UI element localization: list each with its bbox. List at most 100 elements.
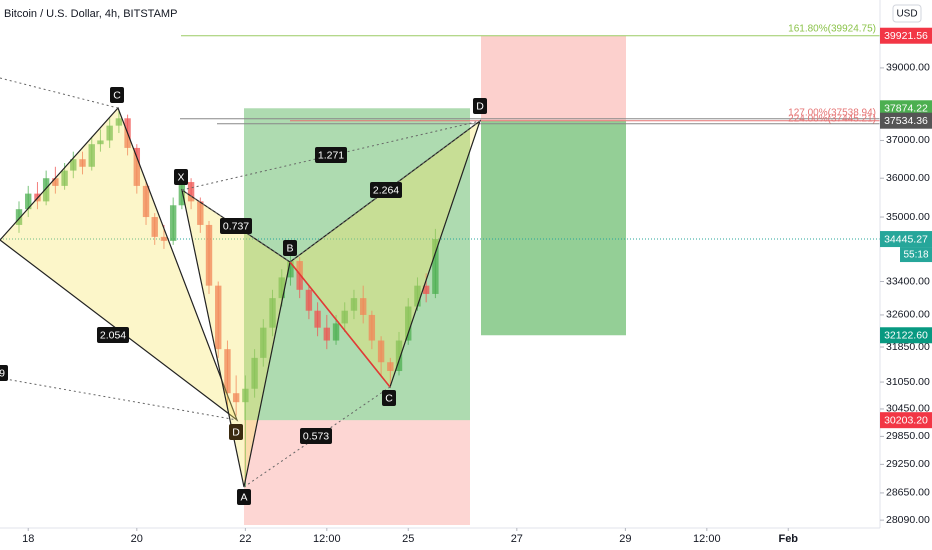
ratio-label: 0.573 [303, 430, 329, 442]
price-tag-label: 37874.22 [884, 103, 928, 115]
y-tick-label: 29850.00 [886, 430, 930, 442]
candle-body [187, 182, 195, 202]
point-label: B [286, 242, 293, 254]
ratio-label: 2.264 [373, 184, 399, 196]
candle-body [323, 327, 331, 341]
point-box [110, 87, 124, 103]
candle-body [350, 298, 358, 311]
short-target-zone [481, 120, 626, 336]
y-tick-label: 36000.00 [886, 172, 930, 184]
point-label: X [177, 171, 184, 183]
x-tick-label: 12:00 [313, 533, 341, 545]
y-tick-label: 32600.00 [886, 309, 930, 321]
candle-body [395, 340, 403, 372]
candle-body [42, 178, 50, 202]
point-box [174, 169, 188, 185]
candle-body [70, 159, 77, 171]
countdown-tag [900, 247, 932, 263]
candle-body [287, 261, 294, 278]
candle-body [269, 298, 276, 328]
y-tick-label: 33400.00 [886, 275, 930, 287]
candle-body [260, 327, 267, 358]
candle-body [97, 140, 104, 145]
y-tick-label: 29250.00 [886, 458, 930, 470]
fib-label: 161.80%(39924.75) [788, 24, 876, 35]
price-tag-label: 32122.60 [884, 330, 928, 342]
price-tag-label: 30203.20 [884, 414, 928, 426]
dotted-line [181, 189, 291, 263]
candle-body [359, 298, 367, 315]
ratio-box [370, 182, 402, 198]
candle-body [205, 224, 213, 286]
price-tag-label: 39921.56 [884, 30, 928, 42]
candle-body [314, 310, 321, 328]
x-tick-label: 20 [131, 533, 143, 545]
price-tag [880, 112, 932, 129]
ratio-label: 2.054 [100, 329, 126, 341]
point-label: 9 [0, 367, 5, 379]
point-box [283, 240, 297, 256]
price-tag-label: 34445.27 [884, 233, 928, 245]
ratio-box [315, 147, 347, 163]
fib-label: 127.00%(37538.94) [788, 108, 876, 119]
candle-body [387, 362, 394, 372]
x-tick-label: 25 [402, 533, 414, 545]
candle-body [296, 261, 303, 290]
candle-body [178, 182, 186, 206]
countdown-label: 55:18 [903, 250, 928, 261]
point-label: C [385, 392, 393, 404]
candle-body [15, 209, 23, 225]
price-tag-label: 37534.36 [884, 115, 928, 127]
point-label: A [240, 491, 247, 503]
y-tick-label: 37000.00 [886, 134, 930, 146]
candle-body [61, 170, 68, 186]
point-box [473, 98, 487, 114]
ratio-label: 1.271 [318, 149, 344, 161]
candle-body [414, 285, 421, 307]
price-tag [880, 412, 932, 429]
x-tick-label: 12:00 [693, 533, 721, 545]
candle-body [133, 147, 141, 186]
candle-body [88, 144, 95, 167]
y-tick-label: 28650.00 [886, 487, 930, 499]
price-tag [880, 100, 932, 117]
currency-button[interactable] [892, 4, 922, 23]
candle-body [106, 125, 113, 141]
x-tick-label: 18 [22, 533, 34, 545]
candle-body [52, 178, 59, 186]
candle-body [169, 205, 177, 241]
axes: 39000.00 37000.00 36000.00 35000.00 33400.00… [22, 27, 932, 545]
dotted-line [181, 120, 481, 191]
candle-body [224, 349, 231, 394]
fib-label: 224.00%(37445.21) [788, 114, 876, 125]
dotted-line [0, 377, 238, 421]
candle-body [432, 239, 439, 294]
currency-label[interactable]: USD [896, 9, 917, 20]
pattern-line [289, 261, 391, 388]
y-tick-label: 31050.00 [886, 376, 930, 388]
candle-body [79, 159, 86, 167]
candle-body [341, 310, 348, 324]
candle-body [368, 314, 376, 341]
candle-body [151, 217, 158, 237]
point-label: D [232, 426, 240, 438]
x-tick-label: 29 [619, 533, 631, 545]
ratio-box [97, 327, 129, 343]
x-tick-label: Feb [778, 533, 798, 545]
candle-body [242, 388, 249, 403]
point-label: C [113, 89, 121, 101]
candle-body [142, 185, 150, 218]
chart-title: Bitcoin / U.S. Dollar, 4h, BITSTAMP [4, 8, 177, 20]
ratio-box [220, 218, 252, 234]
point-box [0, 365, 8, 381]
y-tick-label: 35000.00 [886, 211, 930, 223]
y-tick-label: 39000.00 [886, 62, 930, 74]
x-tick-label: 27 [511, 533, 523, 545]
ratio-box [300, 428, 332, 444]
ratio-label: 0.737 [223, 220, 249, 232]
candle-body [197, 201, 204, 225]
candle-body [215, 285, 222, 350]
annotations: C D X A B C D 9 2.054 0.737 0.573 1.271 … [0, 24, 876, 505]
